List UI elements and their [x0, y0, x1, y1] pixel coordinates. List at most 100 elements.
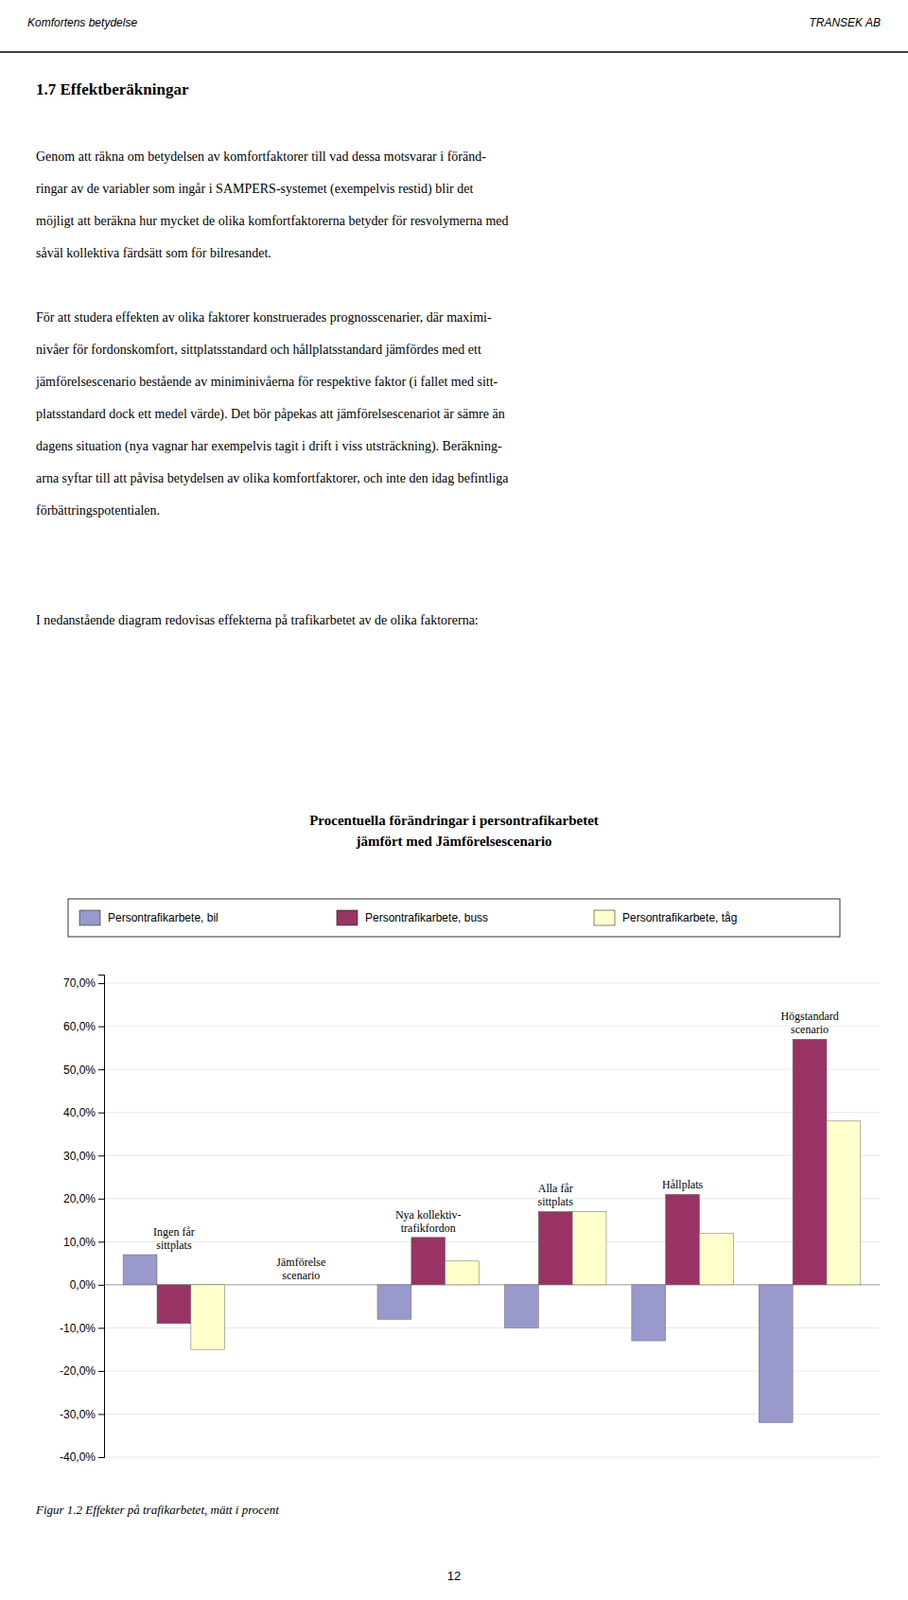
page-number: 12 [447, 1568, 461, 1583]
grid-line [104, 1111, 880, 1113]
y-tick: 50,0% [63, 1063, 105, 1077]
y-tick: 60,0% [63, 1019, 105, 1033]
bar [250, 1283, 285, 1285]
bar [411, 1237, 446, 1285]
y-tick-label: 50,0% [63, 1063, 96, 1077]
bar [317, 1283, 352, 1285]
text-line: sittplats [156, 1238, 193, 1252]
y-tick: 10,0% [63, 1235, 105, 1249]
category-label: Högstandardscenario [780, 1009, 839, 1036]
legend-swatch [593, 909, 615, 926]
y-axis: -40,0%-30,0%-20,0%-10,0%0,0%10,0%20,0%30… [59, 975, 105, 1465]
bar [826, 1120, 861, 1285]
body-text: arna syftar till att påvisa betydelsen a… [35, 471, 509, 486]
bars [122, 1038, 861, 1422]
legend-label: Persontrafikarbete, tåg [622, 910, 737, 925]
bar [377, 1284, 412, 1319]
header-rule [0, 51, 908, 53]
category-label: Alla fårsittplats [538, 1181, 575, 1208]
body-text: nivåer för fordonskomfort, sittplatsstan… [35, 342, 482, 357]
text-line: Nya kollektiv- [395, 1207, 462, 1222]
body-text: För att studera effekten av olika faktor… [35, 310, 492, 325]
y-tick-mark [98, 1112, 105, 1114]
grid-line [104, 1025, 880, 1027]
y-tick: -10,0% [59, 1321, 105, 1335]
grid-line [104, 1456, 880, 1458]
text-line: Högstandard [780, 1009, 839, 1023]
bar [699, 1232, 734, 1285]
legend: Persontrafikarbete, bil Persontrafikarbet… [68, 898, 840, 937]
y-tick-label: -40,0% [59, 1449, 96, 1464]
body-text: jämförelsescenario bestående av minimini… [34, 374, 499, 390]
y-tick-label: 20,0% [63, 1191, 96, 1205]
body-text: dagens situation (nya vagnar har exempel… [35, 438, 503, 454]
figure-caption: Figur 1.2 Effekter på trafikarbetet, mät… [34, 1501, 280, 1517]
y-tick-mark [98, 1068, 105, 1070]
category-label: Jämförelsescenario [276, 1255, 326, 1282]
y-tick: -20,0% [59, 1363, 105, 1378]
y-axis-line [98, 975, 105, 1458]
grid-line [104, 982, 880, 984]
text-line: scenario [790, 1022, 829, 1036]
y-tick-label: 10,0% [63, 1235, 96, 1249]
bar [191, 1284, 226, 1349]
y-tick-mark [98, 1154, 105, 1156]
body-text: Genom att räkna om betydelsen av komfort… [35, 149, 487, 164]
category-label: Hållplats [662, 1177, 704, 1191]
y-tick-mark [98, 1456, 105, 1458]
bar [504, 1284, 539, 1328]
body-text: I nedanstående diagram redovisas effekte… [35, 612, 479, 628]
chart-title: Procentuella förändringar i persontrafik… [309, 812, 599, 849]
y-tick: 40,0% [63, 1105, 105, 1119]
y-tick-mark [98, 1240, 105, 1242]
y-tick-mark [98, 1026, 105, 1028]
legend-swatch [336, 909, 358, 926]
body-text: möjligt att beräkna hur mycket de olika … [35, 213, 509, 228]
category-label: Ingen fårsittplats [153, 1224, 195, 1252]
y-tick: 20,0% [63, 1191, 105, 1205]
y-tick-mark [98, 982, 105, 984]
y-tick-mark [98, 1370, 105, 1372]
y-tick-label: 40,0% [63, 1105, 96, 1119]
bar [572, 1210, 607, 1284]
legend-label: Persontrafikarbete, bil [107, 910, 219, 925]
category-labels: Ingen fårsittplatsJämförelsescenarioNya … [153, 1009, 839, 1282]
bar [665, 1193, 700, 1285]
grid-line [104, 1197, 880, 1199]
bar [157, 1284, 192, 1324]
header-right: TRANSEK AB [808, 16, 881, 30]
y-tick-label: 60,0% [63, 1019, 96, 1033]
header-left: Komfortens betydelse [27, 16, 138, 30]
y-tick-label: -20,0% [59, 1363, 96, 1378]
body-text: såväl kollektiva färdsätt som för bilres… [35, 245, 272, 261]
y-tick-label: 0,0% [69, 1277, 97, 1292]
body-text: förbättringspotentialen. [35, 503, 160, 518]
bar [758, 1284, 793, 1423]
y-tick: 0,0% [69, 1277, 105, 1292]
text-line: Ingen får [153, 1224, 195, 1239]
text-line: Procentuella förändringar i persontrafik… [309, 812, 599, 828]
y-tick-label: -30,0% [59, 1407, 96, 1421]
y-tick-mark [98, 1198, 105, 1200]
bar [792, 1038, 827, 1285]
y-tick: -30,0% [59, 1407, 105, 1421]
category-label: Nya kollektiv-trafikfordon [395, 1207, 462, 1235]
y-tick-mark [98, 1413, 105, 1415]
legend-label: Persontrafikarbete, buss [365, 910, 489, 925]
grid-line [104, 1068, 880, 1070]
page: Komfortens betydelse TRANSEK AB 1.7 Effekt… [0, 0, 908, 1600]
text-line: Hållplats [662, 1177, 704, 1191]
section-title: 1.7 Effektberäkningar [35, 80, 190, 99]
bar-series [157, 1038, 827, 1324]
grid-line [104, 1154, 880, 1156]
y-tick-label: -10,0% [59, 1321, 96, 1335]
text-line: scenario [281, 1268, 320, 1282]
text-line: jämfört med Jämförelsescenario [354, 833, 552, 849]
legend-swatch [79, 909, 101, 926]
bar [283, 1283, 318, 1285]
text-line: sittplats [538, 1194, 575, 1208]
y-tick: 70,0% [63, 976, 105, 990]
text-line: Jämförelse [276, 1255, 326, 1269]
bar [445, 1260, 480, 1285]
body-text: platsstandard dock ett medel värde). Det… [35, 406, 506, 422]
